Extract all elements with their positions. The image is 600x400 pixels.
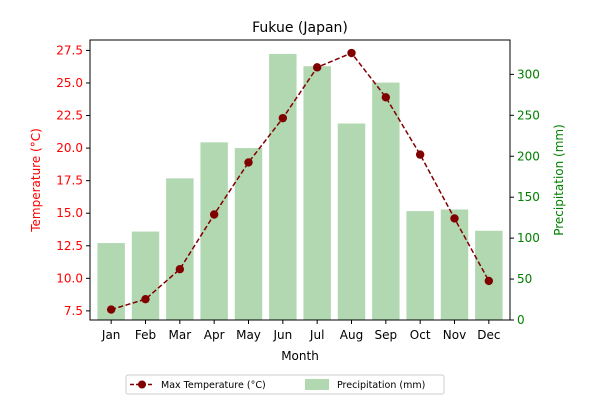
right-tick-label: 250 [517, 108, 540, 122]
x-tick-label: Feb [135, 328, 156, 342]
temperature-point-mar [175, 265, 185, 274]
temperature-point-sep [381, 93, 391, 102]
temperature-point-jan [106, 305, 116, 314]
temperature-point-oct [415, 150, 425, 159]
x-axis-label: Month [281, 349, 319, 363]
precipitation-bar-mar [166, 178, 194, 320]
plot-frame [89, 39, 511, 321]
left-tick-label: 15.0 [56, 206, 83, 220]
temperature-point-jun [278, 113, 288, 123]
x-tick-label: Mar [169, 328, 192, 342]
precipitation-bar-aug [337, 123, 366, 320]
right-tick-label: 50 [517, 272, 532, 286]
precipitation-bar-apr [200, 142, 228, 320]
left-tick-label: 22.5 [56, 109, 83, 123]
temperature-point-nov [450, 214, 459, 223]
x-tick-label: Dec [477, 328, 500, 342]
temperature-point-aug [347, 48, 356, 58]
temperature-point-feb [141, 294, 150, 304]
temperature-series-line [110, 52, 490, 311]
x-tick-label: Sep [375, 328, 398, 342]
precipitation-bar-jun [269, 53, 297, 321]
legend-temperature-swatch-marker [138, 380, 146, 389]
legend-precipitation-label: Precipitation (mm) [337, 380, 425, 391]
x-tick-label: Oct [410, 328, 431, 342]
right-tick-label: 200 [517, 149, 540, 163]
precipitation-bar-feb [131, 231, 160, 320]
temperature-point-may [244, 158, 253, 167]
x-tick-label: Apr [204, 328, 225, 342]
legend: Max Temperature (°C) Precipitation (mm) [125, 374, 445, 395]
right-tick-label: 300 [517, 67, 540, 81]
precipitation-bar-may [234, 148, 263, 320]
precipitation-bar-nov [440, 209, 469, 320]
temperature-point-apr [209, 210, 219, 219]
x-axis-ticks: Jan Feb Mar Apr May Jun Jul Aug Sep Oct Nov Dec [101, 320, 500, 342]
left-tick-label: 7.5 [64, 304, 83, 318]
precipitation-bar-jul [303, 66, 331, 321]
x-tick-label: Jun [272, 328, 292, 342]
legend-temperature-label: Max Temperature (°C) [161, 380, 266, 391]
right-tick-label: 0 [517, 313, 525, 327]
left-tick-label: 20.0 [56, 141, 83, 155]
legend-precipitation-swatch [305, 379, 329, 390]
x-tick-label: May [236, 328, 261, 342]
temperature-line [106, 48, 494, 314]
x-tick-label: Aug [340, 328, 363, 342]
right-tick-label: 100 [517, 231, 540, 245]
precipitation-bar-sep [372, 82, 400, 321]
precipitation-bar-dec [475, 230, 503, 320]
left-tick-label: 25.0 [56, 76, 83, 90]
left-tick-label: 27.5 [56, 43, 83, 57]
right-tick-label: 150 [517, 190, 540, 204]
chart-title: Fukue (Japan) [252, 20, 348, 36]
right-axis-label: Precipitation (mm) [552, 124, 566, 236]
temperature-point-jul [312, 63, 322, 72]
x-tick-label: Nov [443, 328, 466, 342]
legend-frame [125, 374, 445, 395]
right-axis-ticks: 0 50 100 150 200 250 300 [510, 67, 540, 327]
x-tick-label: Jan [101, 328, 121, 342]
left-axis-ticks: 7.5 10.0 12.5 15.0 17.5 20.0 22.5 25.0 27.5 [56, 43, 90, 318]
precipitation-bar-oct [406, 211, 434, 320]
temperature-point-dec [484, 276, 494, 286]
precipitation-bars [97, 53, 503, 321]
left-tick-label: 10.0 [56, 271, 83, 285]
left-tick-label: 12.5 [56, 239, 83, 253]
x-tick-label: Jul [309, 328, 324, 342]
left-axis-label: Temperature (°C) [29, 128, 43, 233]
left-tick-label: 17.5 [56, 174, 83, 188]
